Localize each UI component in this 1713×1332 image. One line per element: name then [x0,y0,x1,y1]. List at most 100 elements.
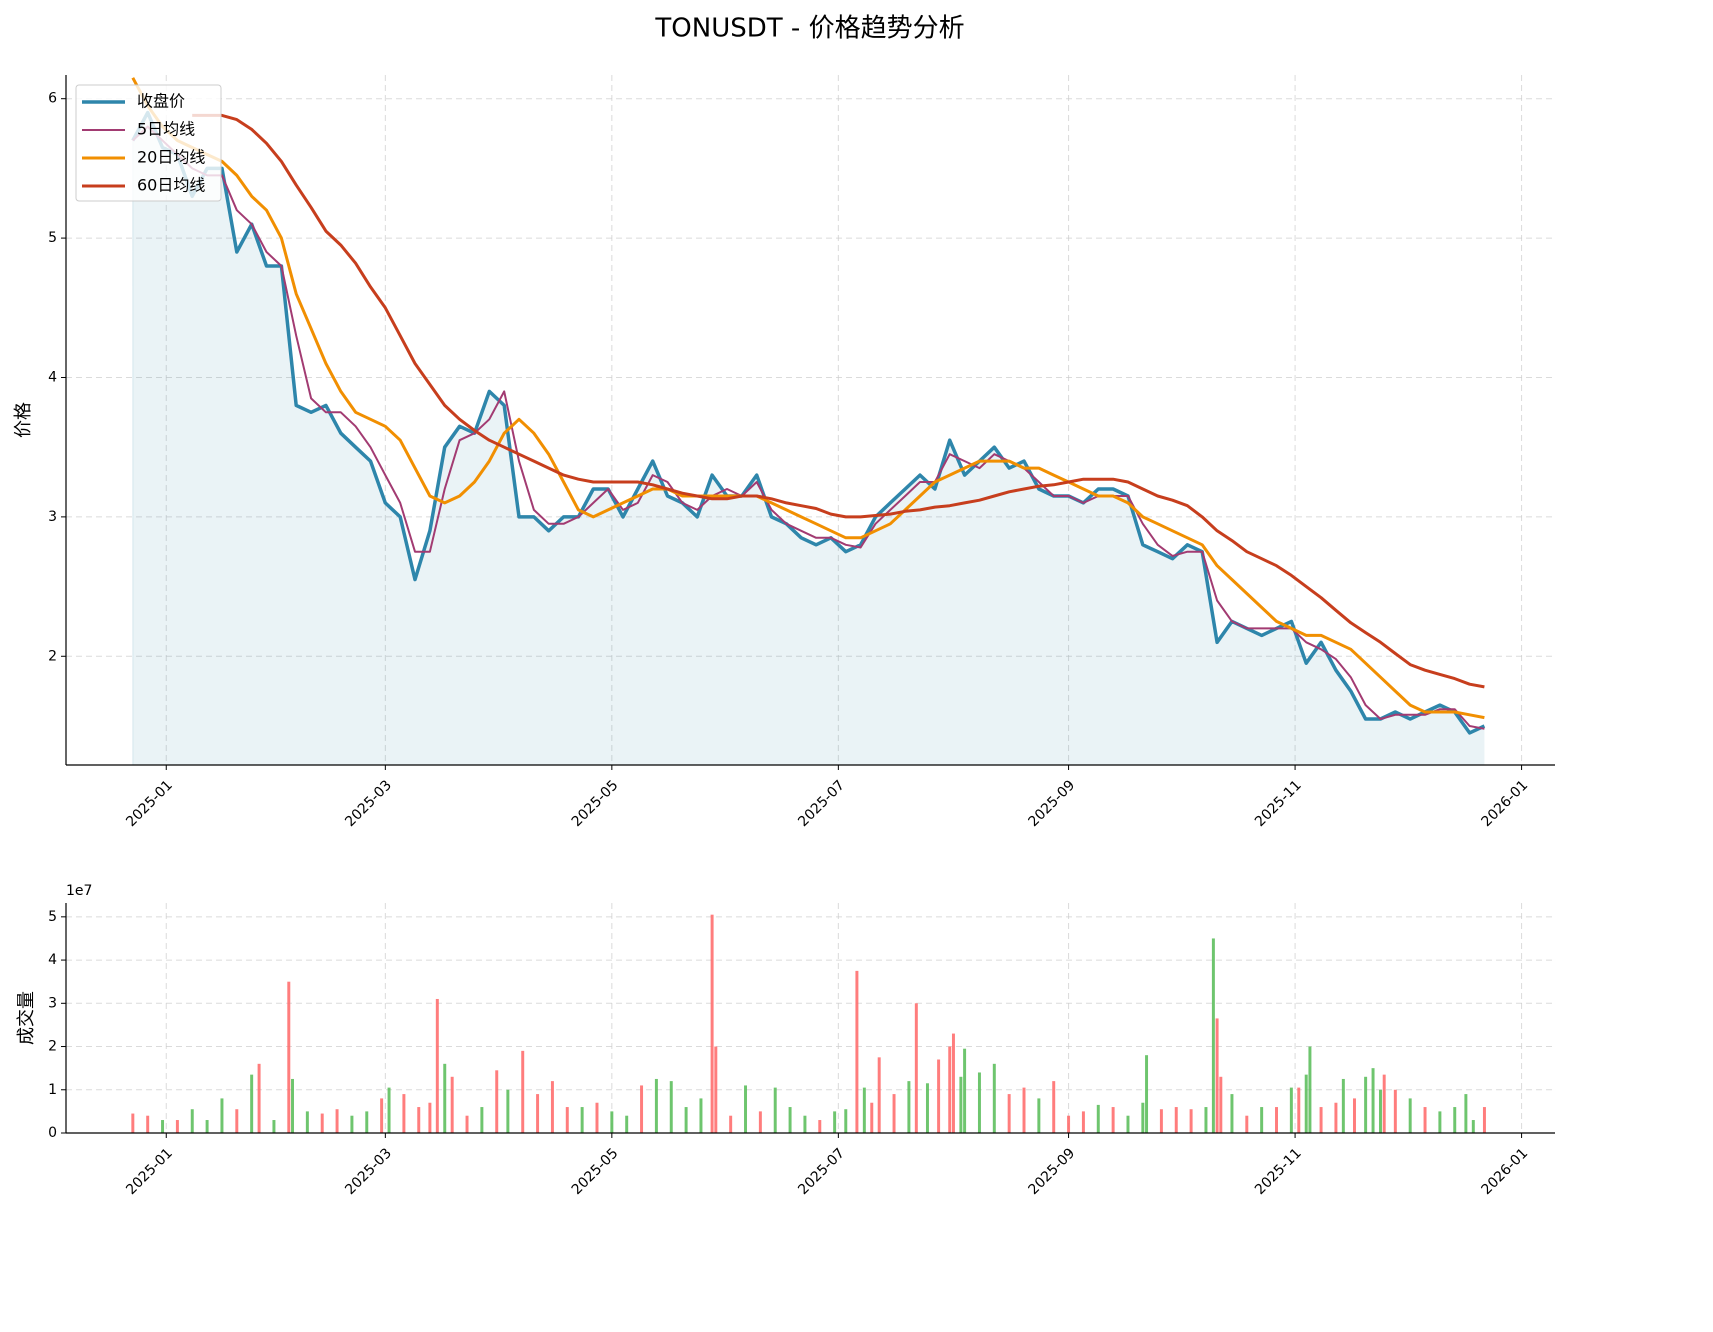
volume-bar [977,1072,981,1133]
volume-bar [1022,1087,1026,1133]
x-tick-label: 2025-03 [342,1145,395,1198]
volume-bar [818,1120,822,1133]
y-tick-label: 4 [48,369,57,385]
volume-bar [959,1076,963,1133]
volume-bar [625,1115,629,1133]
volume-bar [1308,1046,1312,1133]
volume-bar [684,1107,688,1133]
y-tick-label: 3 [48,509,57,525]
series-line [192,113,1485,689]
volume-bar [495,1070,499,1133]
volume-bar [161,1120,165,1133]
volume-bar [1007,1094,1011,1133]
y-tick-label: 6 [48,91,57,107]
volume-bar [506,1089,510,1133]
volume-bar [1464,1094,1468,1133]
chart-title: TONUSDT - 价格趋势分析 [654,14,964,44]
volume-bar [862,1087,866,1133]
volume-bar [1382,1074,1386,1133]
volume-bar [925,1083,929,1133]
volume-bar [1037,1098,1041,1133]
legend-label: 60日均线 [137,176,205,195]
volume-bar [443,1063,447,1133]
volume-bar [435,998,439,1133]
volume-bar [450,1076,454,1133]
volume-bar [1482,1107,1486,1133]
volume-bar [1219,1076,1223,1133]
volume-bar [175,1120,179,1133]
area [132,112,1485,766]
volume-bar [335,1109,339,1133]
volume-bar [257,1063,261,1133]
volume-bar [1334,1102,1338,1133]
volume-bar [536,1094,540,1133]
volume-bar [907,1081,911,1133]
volume-bar [788,1107,792,1133]
volume-bar [1260,1107,1264,1133]
volume-bar [773,1087,777,1133]
y-tick-label: 3 [48,995,57,1011]
volume-bar [610,1111,614,1133]
volume-bar [963,1048,967,1133]
x-tick-label: 2025-11 [1252,777,1305,830]
volume-bar [402,1094,406,1133]
volume-bar [250,1074,254,1133]
volume-bar [1364,1076,1368,1133]
volume-bar [565,1107,569,1133]
series-line [131,77,1485,720]
y-tick-label: 1 [48,1082,57,1098]
x-tick-label: 2025-11 [1252,1145,1305,1198]
volume-bar [1304,1074,1308,1133]
x-tick-label: 2025-05 [569,777,622,830]
x-tick-label: 2025-01 [123,1145,176,1198]
y-tick-label: 4 [48,952,57,968]
volume-bar [914,1003,918,1133]
volume-bar [1215,1018,1219,1133]
x-tick-label: 2025-09 [1026,1145,1079,1198]
y-tick-label: 5 [48,230,57,246]
volume-bar [1189,1109,1193,1133]
volume-bar [948,1046,952,1133]
y-tick-label: 2 [48,648,57,664]
volume-bar [1052,1081,1056,1133]
volume-bar [1393,1089,1397,1133]
volume-bar [580,1107,584,1133]
volume-bar [710,914,714,1133]
volume-bar [1453,1107,1457,1133]
volume-bar [205,1120,209,1133]
volume-bar [465,1115,469,1133]
volume-bar [758,1111,762,1133]
y-axis-label: 价格 [13,402,34,438]
volume-bar [844,1109,848,1133]
y-tick-label: 2 [48,1039,57,1055]
y-axis-label: 成交量 [16,991,37,1045]
volume-bar [1371,1068,1375,1133]
volume-bar [1319,1107,1323,1133]
volume-bar [1174,1107,1178,1133]
volume-bar [870,1102,874,1133]
y-tick-label: 5 [48,909,57,925]
volume-bar [744,1085,748,1133]
volume-bar [877,1057,881,1133]
x-tick-label: 2025-07 [795,1145,848,1198]
volume-bar [833,1111,837,1133]
x-tick-label: 2026-01 [1479,1145,1532,1198]
volume-bar [1211,938,1215,1133]
volume-bar [387,1087,391,1133]
volume-bar [1341,1078,1345,1133]
volume-bar [521,1050,525,1133]
legend: 收盘价 5日均线 20日均线 60日均线 [75,84,222,202]
volume-bar [1111,1107,1115,1133]
volume-bar [1230,1094,1234,1133]
volume-bar [305,1111,309,1133]
volume-bar [1408,1098,1412,1133]
volume-bar [1081,1111,1085,1133]
volume-bar [291,1078,294,1133]
legend-box [75,84,222,202]
volume-bar [1141,1102,1145,1133]
volume-bar [235,1109,239,1133]
x-tick-label: 2025-01 [123,777,176,830]
volume-bar [855,970,859,1133]
volume-bar [1353,1098,1356,1133]
volume-bar [350,1115,354,1133]
